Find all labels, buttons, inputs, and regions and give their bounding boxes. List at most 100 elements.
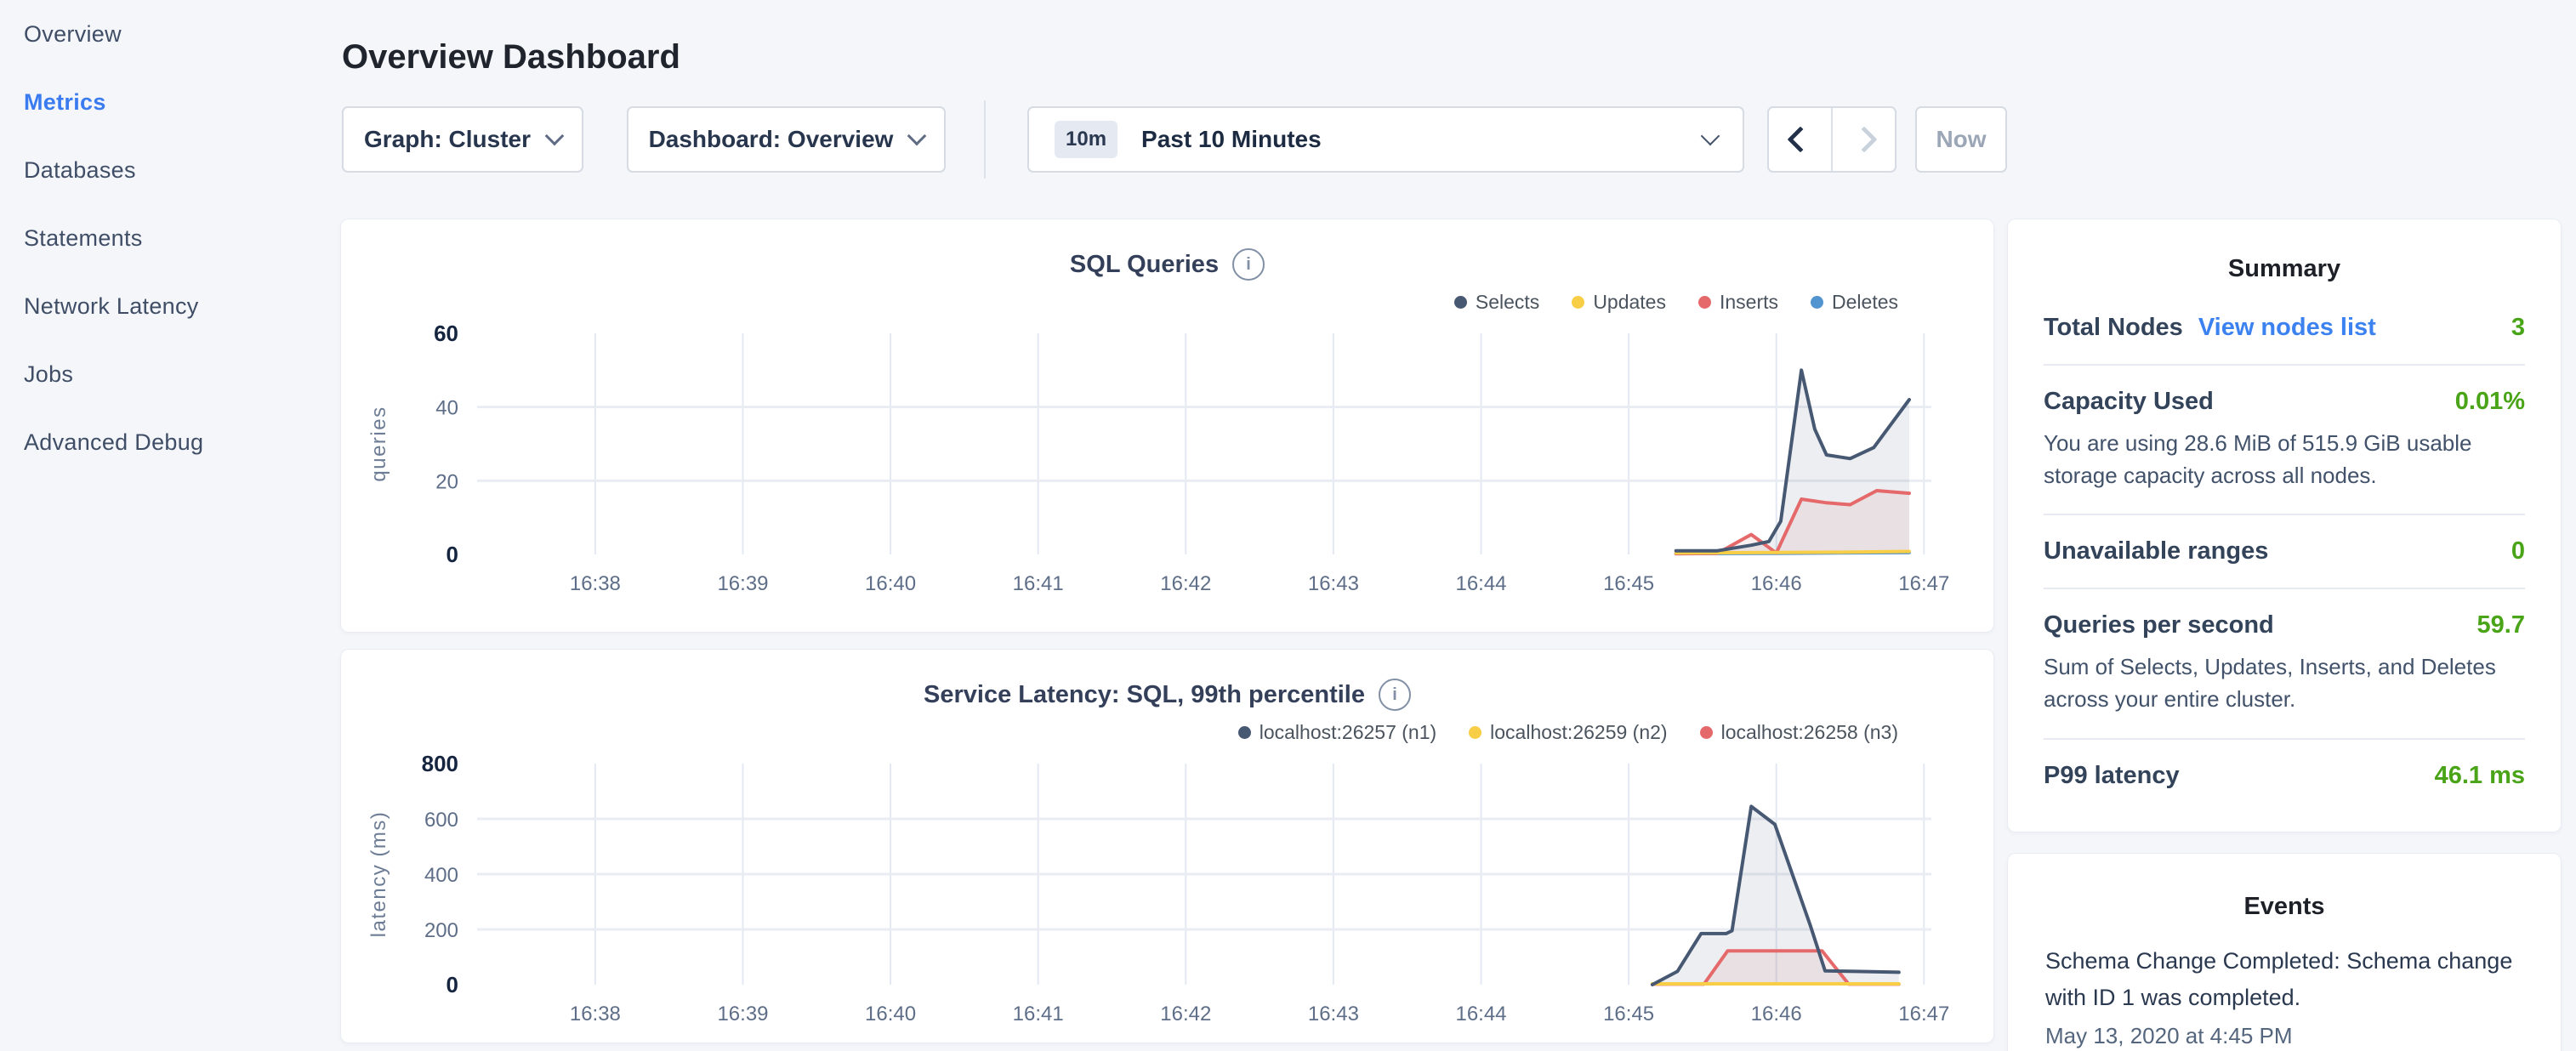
svg-text:queries: queries — [367, 406, 390, 481]
capacity-used-description: You are using 28.6 MiB of 515.9 GiB usab… — [2044, 428, 2525, 491]
legend-dot — [1572, 296, 1584, 309]
service-latency-legend: localhost:26257 (n1) localhost:26259 (n2)… — [1238, 721, 1898, 744]
svg-text:60: 60 — [434, 321, 458, 346]
svg-text:16:42: 16:42 — [1160, 1003, 1211, 1025]
legend-dot — [1454, 296, 1467, 309]
svg-text:16:47: 16:47 — [1898, 1003, 1949, 1025]
info-icon[interactable]: i — [1379, 679, 1411, 711]
dashboard-dropdown[interactable]: Dashboard: Overview — [627, 106, 946, 173]
summary-row-total-nodes: Total Nodes View nodes list 3 — [2044, 292, 2525, 366]
graph-dropdown-label: Graph: Cluster — [364, 126, 531, 153]
svg-text:16:46: 16:46 — [1751, 1003, 1802, 1025]
legend-item[interactable]: localhost:26257 (n1) — [1238, 721, 1436, 744]
svg-text:200: 200 — [424, 919, 458, 942]
svg-text:latency (ms): latency (ms) — [367, 811, 390, 938]
legend-item[interactable]: localhost:26259 (n2) — [1469, 721, 1667, 744]
event-item-text[interactable]: Schema Change Completed: Schema change w… — [2045, 943, 2523, 1016]
service-latency-card: Service Latency: SQL, 99th percentile i … — [340, 649, 1994, 1043]
chevron-left-icon — [1787, 126, 1813, 152]
legend-item[interactable]: Inserts — [1698, 291, 1778, 314]
legend-item[interactable]: Deletes — [1811, 291, 1898, 314]
svg-text:16:44: 16:44 — [1455, 1003, 1506, 1025]
svg-text:16:45: 16:45 — [1603, 1003, 1654, 1025]
legend-label: Deletes — [1832, 291, 1898, 314]
svg-text:16:46: 16:46 — [1751, 572, 1802, 595]
svg-text:20: 20 — [435, 470, 458, 493]
legend-dot — [1811, 296, 1823, 309]
next-interval-button[interactable] — [1831, 108, 1895, 171]
sql-queries-title: SQL Queries — [1070, 251, 1219, 279]
summary-row-unavailable-ranges: Unavailable ranges 0 — [2044, 515, 2525, 589]
graph-dropdown[interactable]: Graph: Cluster — [342, 106, 583, 173]
view-nodes-list-link[interactable]: View nodes list — [2198, 314, 2376, 342]
svg-text:16:38: 16:38 — [570, 1003, 621, 1025]
dashboard-dropdown-label: Dashboard: Overview — [649, 126, 894, 153]
legend-dot — [1238, 726, 1251, 739]
service-latency-title: Service Latency: SQL, 99th percentile — [924, 681, 1365, 709]
legend-dot — [1469, 726, 1481, 739]
sql-queries-chart[interactable]: 16:38 16:39 16:40 16:41 16:42 16:43 16:44 16:45… — [341, 320, 1995, 600]
chevron-down-icon — [1701, 127, 1720, 146]
summary-row-capacity: Capacity Used 0.01% You are using 28.6 M… — [2044, 366, 2525, 515]
time-range-dropdown[interactable]: 10m Past 10 Minutes — [1027, 106, 1744, 173]
legend-item[interactable]: Selects — [1454, 291, 1539, 314]
sidebar-nav: OverviewMetricsDatabasesStatementsNetwor… — [0, 0, 340, 1051]
total-nodes-value: 3 — [2511, 314, 2525, 342]
capacity-used-label: Capacity Used — [2044, 388, 2214, 416]
unavailable-ranges-value: 0 — [2511, 537, 2525, 565]
info-icon[interactable]: i — [1232, 248, 1265, 281]
sql-queries-legend: Selects Updates Inserts Deletes — [1454, 291, 1898, 314]
legend-label: Selects — [1476, 291, 1539, 314]
svg-text:16:39: 16:39 — [717, 572, 768, 595]
svg-text:16:40: 16:40 — [865, 1003, 916, 1025]
svg-text:16:38: 16:38 — [570, 572, 621, 595]
legend-dot — [1700, 726, 1713, 739]
svg-text:16:45: 16:45 — [1603, 572, 1654, 595]
summary-row-qps: Queries per second 59.7 Sum of Selects, … — [2044, 589, 2525, 739]
sidebar-item-overview[interactable]: Overview — [0, 0, 340, 68]
chevron-down-icon — [545, 127, 565, 146]
sidebar-item-databases[interactable]: Databases — [0, 136, 340, 204]
legend-item[interactable]: Updates — [1572, 291, 1666, 314]
svg-text:16:41: 16:41 — [1013, 572, 1064, 595]
svg-text:400: 400 — [424, 864, 458, 887]
summary-panel: Summary Total Nodes View nodes list 3 Ca… — [2007, 219, 2562, 832]
svg-text:16:39: 16:39 — [717, 1003, 768, 1025]
sidebar-item-advanced-debug[interactable]: Advanced Debug — [0, 408, 340, 476]
events-panel: Events Schema Change Completed: Schema c… — [2007, 853, 2562, 1051]
service-latency-chart[interactable]: 16:3816:3916:4016:4116:4216:4316:4416:45… — [341, 750, 1995, 1031]
total-nodes-label: Total Nodes — [2044, 314, 2183, 342]
p99-latency-value: 46.1 ms — [2435, 762, 2525, 790]
summary-title: Summary — [2044, 255, 2525, 283]
sql-queries-card: SQL Queries i Selects Updates Inserts Delet… — [340, 219, 1994, 633]
now-button[interactable]: Now — [1915, 106, 2007, 173]
prev-interval-button[interactable] — [1769, 108, 1831, 171]
legend-label: Updates — [1593, 291, 1666, 314]
svg-text:800: 800 — [422, 751, 458, 776]
svg-text:16:44: 16:44 — [1455, 572, 1506, 595]
unavailable-ranges-label: Unavailable ranges — [2044, 537, 2268, 565]
svg-text:16:43: 16:43 — [1308, 1003, 1359, 1025]
events-title: Events — [2045, 893, 2523, 921]
legend-label: localhost:26258 (n3) — [1721, 721, 1898, 744]
app-root: OverviewMetricsDatabasesStatementsNetwor… — [0, 0, 2576, 1051]
event-item-timestamp: May 13, 2020 at 4:45 PM — [2045, 1023, 2523, 1049]
legend-item[interactable]: localhost:26258 (n3) — [1700, 721, 1898, 744]
chevron-right-icon — [1851, 126, 1877, 152]
svg-text:0: 0 — [446, 972, 458, 997]
sidebar-item-jobs[interactable]: Jobs — [0, 340, 340, 408]
svg-text:16:40: 16:40 — [865, 572, 916, 595]
sidebar-item-metrics[interactable]: Metrics — [0, 68, 340, 136]
time-range-label: Past 10 Minutes — [1141, 126, 1322, 153]
qps-label: Queries per second — [2044, 611, 2274, 639]
sidebar-item-network-latency[interactable]: Network Latency — [0, 272, 340, 340]
svg-text:16:42: 16:42 — [1160, 572, 1211, 595]
page-title: Overview Dashboard — [342, 38, 680, 77]
svg-text:40: 40 — [435, 397, 458, 420]
svg-text:16:43: 16:43 — [1308, 572, 1359, 595]
sidebar-item-statements[interactable]: Statements — [0, 204, 340, 272]
time-range-badge: 10m — [1055, 121, 1117, 158]
controls-divider — [984, 100, 986, 179]
legend-dot — [1698, 296, 1711, 309]
chevron-down-icon — [907, 127, 927, 146]
